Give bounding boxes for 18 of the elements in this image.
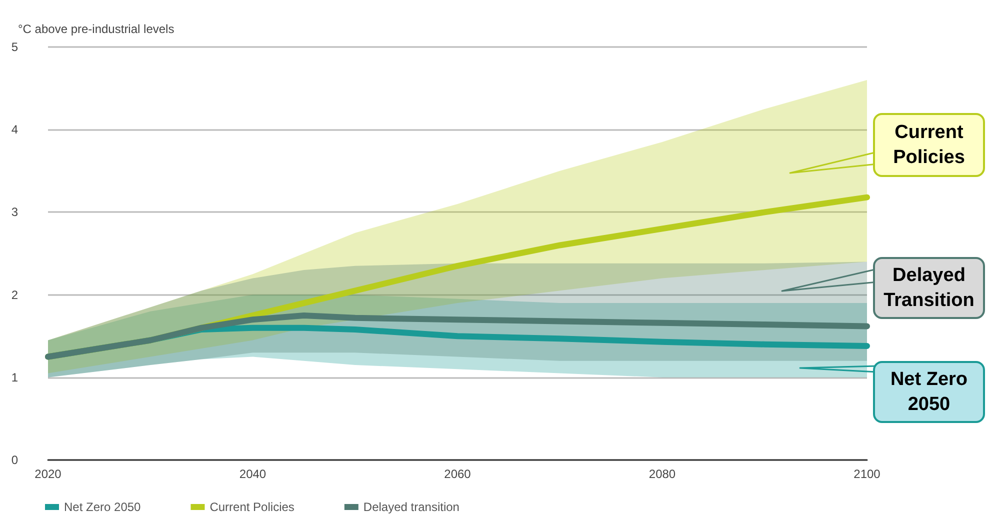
y-tick-label: 0 xyxy=(11,453,18,467)
speech-bubble: Delayed Transition xyxy=(873,257,985,319)
y-tick-label: 2 xyxy=(11,288,18,302)
x-tick-label: 2040 xyxy=(239,467,266,481)
y-tick-label: 1 xyxy=(11,370,18,384)
y-tick-label: 4 xyxy=(11,122,18,137)
legend-label: Delayed transition xyxy=(363,500,460,514)
speech-bubble: Net Zero 2050 xyxy=(873,361,985,423)
legend-label: Net Zero 2050 xyxy=(64,500,142,514)
y-tick-label: 5 xyxy=(11,40,18,54)
legend-label: Current Policies xyxy=(210,500,294,514)
y-axis-title: °C above pre-industrial levels xyxy=(18,22,174,36)
x-tick-label: 2060 xyxy=(444,467,472,481)
x-tick-label: 2100 xyxy=(854,467,881,481)
x-tick-label: 2080 xyxy=(648,467,676,481)
y-tick-label: 3 xyxy=(11,205,18,220)
speech-bubble: Current Policies xyxy=(873,113,985,177)
x-tick-label: 2020 xyxy=(34,467,62,481)
